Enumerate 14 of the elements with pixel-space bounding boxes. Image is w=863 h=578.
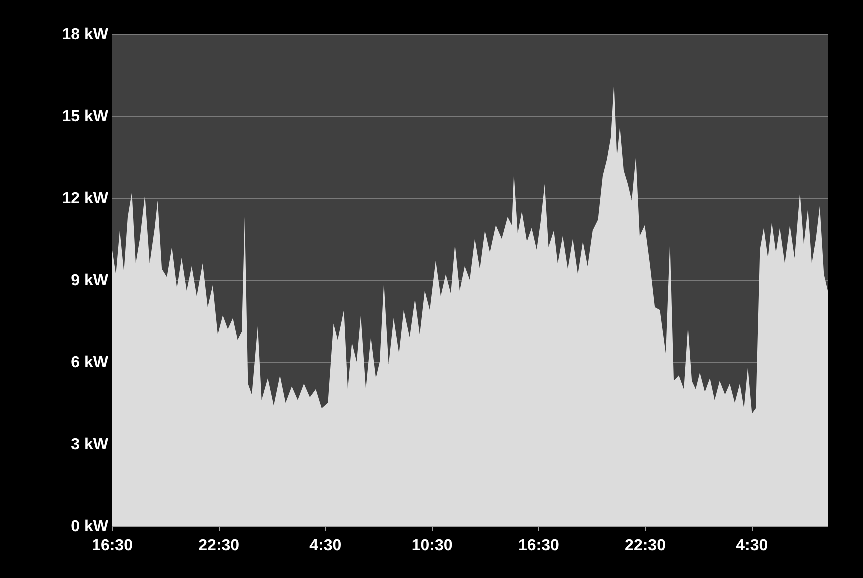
y-tick-label: 18 kW <box>62 26 110 44</box>
y-tick-label: 12 kW <box>62 190 110 208</box>
x-tick-label: 22:30 <box>198 538 240 554</box>
x-tick-label: 16:30 <box>518 538 560 554</box>
x-tick-label: 10:30 <box>412 538 453 554</box>
y-tick-label: 3 kW <box>71 436 110 454</box>
y-tick-label: 9 kW <box>71 272 110 290</box>
y-tick-label: 6 kW <box>71 354 110 372</box>
x-tick-label: 22:30 <box>625 538 666 554</box>
x-tick-label: 4:30 <box>310 538 342 554</box>
y-tick-label: 15 kW <box>62 108 110 126</box>
x-tick-label: 4:30 <box>736 538 768 554</box>
x-tick-label: 16:30 <box>92 538 134 554</box>
y-tick-label: 0 kW <box>71 518 110 536</box>
